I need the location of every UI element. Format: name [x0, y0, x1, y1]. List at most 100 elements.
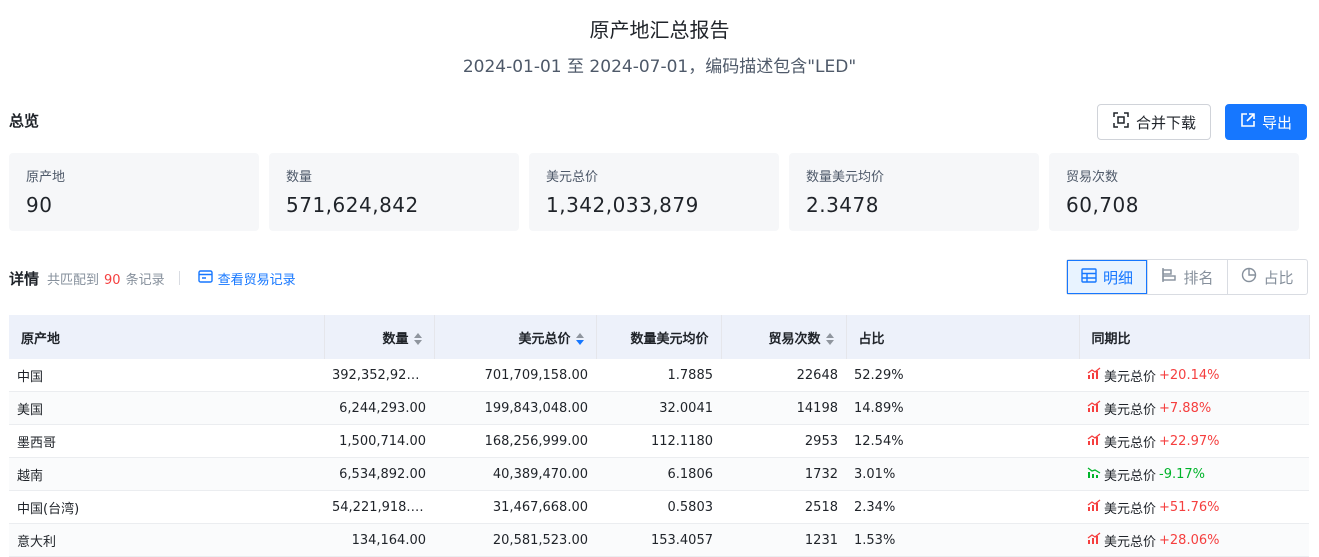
sort-desc-icon[interactable] — [575, 333, 584, 345]
cell-origin: 越南 — [9, 457, 324, 491]
merge-download-button[interactable]: 合并下载 — [1097, 104, 1211, 140]
cell-quantity: 54,221,918.00 — [324, 490, 434, 524]
cell-avg-price: 0.5803 — [596, 490, 721, 524]
detail-header: 详情 共匹配到 90 条记录 查看贸易记录 — [9, 268, 296, 288]
cell-yoy: 美元总价 -9.17% — [1079, 457, 1309, 491]
cell-quantity: 6,534,892.00 — [324, 457, 434, 491]
cell-trade-count: 2518 — [721, 490, 846, 524]
table-row: 意大利 134,164.00 20,581,523.00 153.4057 1231 1.… — [9, 523, 1309, 557]
table-row: 美国 6,244,293.00 199,843,048.00 32.0041 14198… — [9, 391, 1309, 425]
view-trade-records-label: 查看贸易记录 — [217, 272, 296, 288]
cell-trade-count: 1732 — [721, 457, 846, 491]
cell-quantity: 1,500,714.00 — [324, 424, 434, 458]
cell-yoy: 美元总价 +28.06% — [1079, 523, 1309, 557]
merge-download-label: 合并下载 — [1135, 113, 1196, 132]
cell-quantity: 134,164.00 — [324, 523, 434, 557]
page-title: 原产地汇总报告 — [589, 18, 730, 42]
trade-record-icon — [197, 269, 213, 287]
view-tab-label: 排名 — [1183, 268, 1214, 287]
yoy-value: -9.17% — [1159, 466, 1206, 482]
yoy-value: +7.88% — [1159, 400, 1212, 416]
cell-yoy: 美元总价 +7.88% — [1079, 391, 1309, 425]
cell-avg-price: 153.4057 — [596, 523, 721, 557]
cell-avg-price: 1.7885 — [596, 359, 721, 392]
cell-share: 3.01% — [846, 457, 1079, 491]
cell-origin: 中国 — [9, 359, 324, 392]
export-label: 导出 — [1261, 113, 1292, 132]
cell-usd-total: 31,467,668.00 — [434, 490, 596, 524]
match-suffix: 条记录 — [125, 272, 165, 288]
column-header-yoy: 同期比 — [1079, 315, 1310, 359]
yoy-metric-label: 美元总价 — [1104, 534, 1157, 550]
view-tab-detail[interactable]: 明细 — [1067, 260, 1147, 294]
cell-quantity: 6,244,293.00 — [324, 391, 434, 425]
cell-origin: 美国 — [9, 391, 324, 425]
view-tab-label: 占比 — [1263, 268, 1294, 287]
cell-origin: 意大利 — [9, 523, 324, 557]
stat-card-usd-total: 美元总价 1,342,033,879 — [529, 153, 779, 231]
yoy-metric-label: 美元总价 — [1104, 468, 1157, 484]
cell-trade-count: 22648 — [721, 359, 846, 392]
bar-trend-icon — [1087, 399, 1101, 417]
stat-card-avg-price: 数量美元均价 2.3478 — [789, 153, 1039, 231]
view-switcher: 明细 排名 占比 — [1066, 259, 1308, 295]
stat-value: 90 — [26, 193, 53, 217]
origin-table: 原产地 数量 美元总价 数量美元均价 贸易次数 占比 同期比 中国 392,352… — [9, 315, 1310, 557]
sort-icon[interactable] — [825, 333, 834, 345]
bar-trend-icon — [1087, 498, 1101, 516]
match-prefix: 共匹配到 — [47, 272, 100, 288]
cell-quantity: 392,352,924.00 — [324, 359, 434, 392]
export-button[interactable]: 导出 — [1225, 104, 1307, 140]
table-row: 墨西哥 1,500,714.00 168,256,999.00 112.1180 295… — [9, 424, 1309, 458]
cell-yoy: 美元总价 +51.76% — [1079, 490, 1309, 524]
yoy-metric-label: 美元总价 — [1104, 435, 1157, 451]
stat-label: 数量美元均价 — [806, 170, 885, 185]
cell-origin: 中国(台湾) — [9, 490, 324, 524]
cell-trade-count: 1231 — [721, 523, 846, 557]
stat-label: 数量 — [286, 170, 313, 185]
cell-avg-price: 112.1180 — [596, 424, 721, 458]
cell-usd-total: 701,709,158.00 — [434, 359, 596, 392]
page-subtitle: 2024-01-01 至 2024-07-01，编码描述包含"LED" — [462, 57, 857, 77]
merge-download-icon — [1112, 111, 1130, 133]
overview-cards: 原产地 90 数量 571,624,842 美元总价 1,342,033,879… — [9, 153, 1299, 231]
stat-label: 贸易次数 — [1066, 170, 1119, 185]
sort-icon[interactable] — [413, 333, 422, 345]
stat-card-origin: 原产地 90 — [9, 153, 259, 231]
overview-label: 总览 — [9, 112, 40, 130]
bar-trend-icon — [1087, 466, 1101, 483]
stat-value: 571,624,842 — [286, 193, 419, 217]
match-count: 90 — [104, 272, 121, 288]
cell-share: 14.89% — [846, 391, 1079, 425]
stat-label: 原产地 — [26, 170, 66, 185]
bar-trend-icon — [1087, 366, 1101, 384]
table-row: 中国(台湾) 54,221,918.00 31,467,668.00 0.5803 25… — [9, 490, 1309, 524]
cell-yoy: 美元总价 +22.97% — [1079, 424, 1309, 458]
cell-usd-total: 199,843,048.00 — [434, 391, 596, 425]
table-row: 越南 6,534,892.00 40,389,470.00 6.1806 1732 3.0… — [9, 457, 1309, 491]
cell-origin: 墨西哥 — [9, 424, 324, 458]
column-header-avg-price: 数量美元均价 — [596, 315, 722, 359]
cell-avg-price: 6.1806 — [596, 457, 721, 491]
yoy-value: +20.14% — [1159, 367, 1220, 383]
column-header-trade-count[interactable]: 贸易次数 — [721, 315, 847, 359]
ranking-icon — [1161, 267, 1177, 287]
view-trade-records-link[interactable]: 查看贸易记录 — [197, 269, 296, 288]
cell-usd-total: 40,389,470.00 — [434, 457, 596, 491]
stat-card-quantity: 数量 571,624,842 — [269, 153, 519, 231]
cell-share: 2.34% — [846, 490, 1079, 524]
yoy-value: +22.97% — [1159, 433, 1220, 449]
view-tab-ranking[interactable]: 排名 — [1147, 260, 1227, 294]
column-header-usd-total[interactable]: 美元总价 — [434, 315, 597, 359]
match-summary: 共匹配到 90 条记录 — [47, 269, 165, 288]
table-icon — [1081, 267, 1097, 287]
stat-card-trade-count: 贸易次数 60,708 — [1049, 153, 1299, 231]
cell-share: 1.53% — [846, 523, 1079, 557]
column-header-origin: 原产地 — [9, 315, 325, 359]
yoy-metric-label: 美元总价 — [1104, 402, 1157, 418]
view-tab-share[interactable]: 占比 — [1227, 260, 1307, 294]
column-header-quantity[interactable]: 数量 — [324, 315, 435, 359]
cell-avg-price: 32.0041 — [596, 391, 721, 425]
column-header-share: 占比 — [846, 315, 1080, 359]
view-tab-label: 明细 — [1102, 268, 1133, 287]
